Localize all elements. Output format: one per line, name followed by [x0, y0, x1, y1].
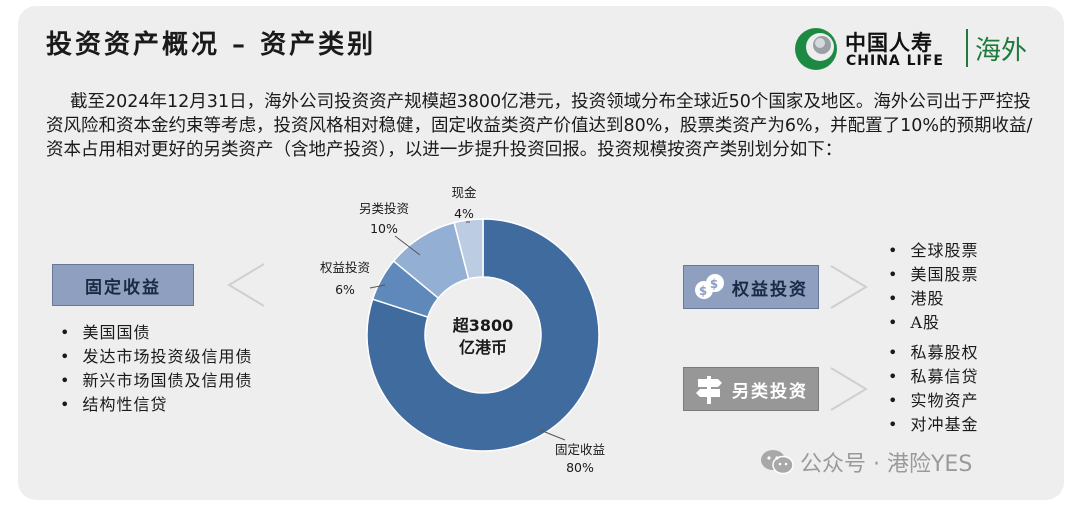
slice-value-cash: 4%	[454, 206, 474, 221]
watermark-text: 公众号 · 港险YES	[800, 452, 973, 477]
chevron-right-icon	[830, 367, 868, 411]
list-item: 美国国债	[60, 321, 252, 345]
china-life-logo-icon	[795, 28, 837, 70]
leader-line-fixed-income	[539, 429, 566, 441]
logo-divider	[966, 29, 968, 67]
logo-region: 海外	[975, 36, 1028, 66]
list-item: 新兴市场国债及信用债	[60, 369, 252, 393]
list-item: 私募股权	[888, 341, 978, 365]
slice-leader-lines	[369, 221, 566, 441]
list-item: 全球股票	[888, 239, 978, 263]
chevron-left-icon	[227, 263, 265, 307]
donut-slice-cash	[453, 218, 484, 280]
wechat-icon	[761, 450, 794, 475]
leader-line-alternative	[394, 235, 421, 256]
list-item: 发达市场投资级信用债	[60, 345, 252, 369]
fixed-income-tag: 固定收益	[52, 264, 194, 306]
logo-english-name: CHINA LIFE	[846, 53, 944, 69]
slice-value-equity: 6%	[335, 282, 355, 297]
slice-label-equity: 权益投资	[320, 260, 370, 275]
list-item: 港股	[888, 287, 978, 311]
fixed-income-tag-label: 固定收益	[85, 277, 161, 298]
logo-chinese-name: 中国人寿	[845, 31, 933, 55]
alternative-tag-label: 另类投资	[732, 381, 808, 402]
alternative-tag: 另类投资	[683, 367, 819, 411]
slice-label-alternative: 另类投资	[359, 201, 409, 216]
slice-value-alternative: 10%	[370, 221, 398, 236]
signpost-icon	[696, 376, 722, 404]
page-title: 投资资产概况 – 资产类别	[46, 30, 377, 60]
svg-text:$: $	[699, 284, 709, 298]
slice-label-fixed-income: 固定收益	[555, 442, 605, 457]
list-item: 对冲基金	[888, 413, 978, 437]
donut-slices	[366, 218, 600, 452]
slice-label-cash: 现金	[451, 185, 477, 200]
fixed-income-list: 美国国债 发达市场投资级信用债 新兴市场国债及信用债 结构性信贷	[60, 321, 252, 417]
list-item: 私募信贷	[888, 365, 978, 389]
coins-icon: $ $	[695, 274, 724, 299]
svg-text:$: $	[710, 277, 720, 291]
slice-value-fixed-income: 80%	[566, 460, 594, 475]
china-life-logo: 中国人寿 CHINA LIFE 海外	[793, 26, 1063, 72]
alternative-list: 私募股权 私募信贷 实物资产 对冲基金	[888, 341, 978, 437]
donut-center-label-line2: 亿港币	[459, 338, 507, 357]
chevron-right-icon	[830, 265, 868, 309]
donut-slice-fixed-income	[366, 218, 600, 452]
intro-paragraph: 截至2024年12月31日，海外公司投资资产规模超3800亿港元，投资领域分布全…	[46, 92, 1033, 160]
list-item: A股	[888, 311, 978, 335]
equity-tag: $ $ 权益投资	[683, 265, 819, 309]
equity-list: 全球股票 美国股票 港股 A股	[888, 239, 978, 335]
list-item: 结构性信贷	[60, 393, 252, 417]
list-item: 美国股票	[888, 263, 978, 287]
watermark: 公众号 · 港险YES	[760, 446, 972, 478]
list-item: 实物资产	[888, 389, 978, 413]
donut-center-label-line1: 超3800	[452, 316, 514, 335]
leader-line-equity	[369, 284, 386, 289]
equity-tag-label: 权益投资	[732, 279, 808, 300]
